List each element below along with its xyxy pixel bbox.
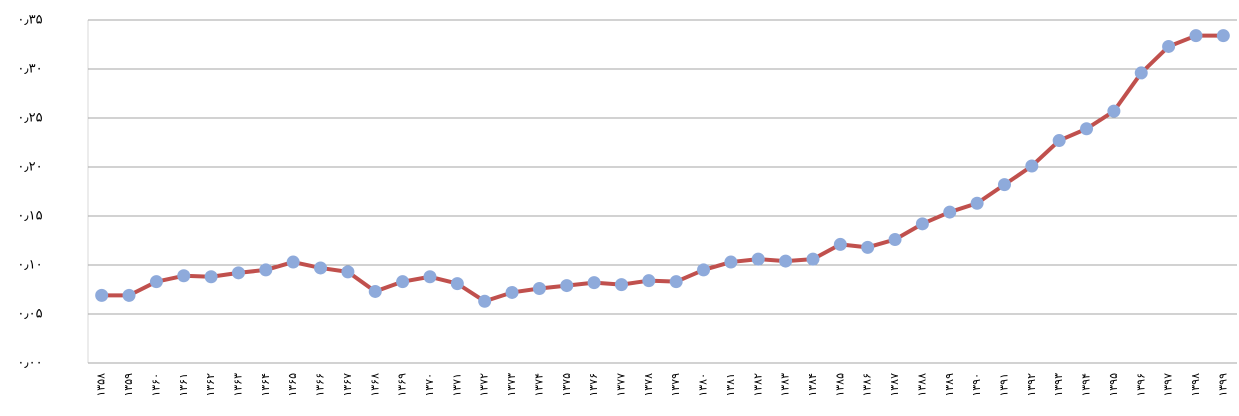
x-tick-label: ۱۳۶۲ [204,373,217,397]
marker [95,288,109,302]
x-tick-label: ۱۳۹۱ [997,373,1010,397]
marker [231,266,245,280]
x-tick-label: ۱۳۷۱ [450,373,463,397]
x-tick-label: ۱۳۶۹ [396,373,409,397]
x-tick-label: ۱۳۹۶ [1134,373,1147,397]
y-tick-label: ۰٫۲۰ [17,160,42,175]
x-tick-label: ۱۳۹۴ [1080,373,1093,397]
marker [505,285,519,299]
marker [642,274,656,288]
x-tick-label: ۱۳۶۱ [177,373,190,397]
x-tick-label: ۱۳۷۴ [532,373,545,397]
y-tick-label: ۰٫۲۵ [17,111,42,126]
x-tick-label: ۱۳۷۳ [505,373,518,397]
marker [423,270,437,284]
marker [1080,122,1094,136]
marker [915,217,929,231]
y-tick-label: ۰٫۳۵ [17,13,42,28]
marker [1189,29,1203,43]
marker [1134,66,1148,80]
x-tick-label: ۱۳۸۱ [724,373,737,397]
y-tick-label: ۰٫۰۰ [17,356,42,371]
x-tick-label: ۱۳۹۰ [970,373,983,397]
marker [396,275,410,289]
x-tick-label: ۱۳۸۶ [861,373,874,397]
y-tick-label: ۰٫۰۵ [17,307,42,322]
x-tick-label: ۱۳۹۸ [1189,373,1202,397]
x-tick-label: ۱۳۷۲ [478,373,491,397]
x-tick-label: ۱۳۶۴ [259,373,272,397]
marker [204,270,218,284]
x-tick-label: ۱۳۹۲ [1025,373,1038,397]
x-tick-label: ۱۳۸۳ [779,373,792,397]
marker [314,261,328,275]
x-tick-label: ۱۳۹۳ [1052,373,1065,397]
marker [833,237,847,251]
marker [478,294,492,308]
y-tick-label: ۰٫۳۰ [17,62,42,77]
marker [779,254,793,268]
x-tick-label: ۱۳۸۴ [806,373,819,397]
marker [1107,104,1121,118]
marker [1025,159,1039,173]
x-tick-label: ۱۳۵۹ [122,373,135,397]
x-tick-label: ۱۳۶۷ [341,373,354,397]
x-tick-label: ۱۳۷۹ [669,373,682,397]
marker [970,196,984,210]
x-tick-label: ۱۳۵۸ [95,373,108,397]
x-tick-label: ۱۳۹۵ [1107,373,1120,397]
marker [122,288,136,302]
x-tick-label: ۱۳۶۶ [314,373,327,397]
x-tick-label: ۱۳۷۶ [587,373,600,397]
x-tick-label: ۱۳۸۰ [697,373,710,397]
line [101,33,1224,304]
x-tick-label: ۱۳۷۷ [614,373,627,397]
x-tick-label: ۱۳۶۳ [231,373,244,397]
x-tick-label: ۱۳۷۰ [423,373,436,397]
marker [341,265,355,279]
marker [724,255,738,269]
x-tick-label: ۱۳۶۰ [149,373,162,397]
y-tick-label: ۰٫۱۰ [17,258,42,273]
marker [560,279,574,293]
marker [669,275,683,289]
x-tick-label: ۱۳۶۸ [368,373,381,397]
marker [614,278,628,292]
marker [450,277,464,291]
marker [697,263,711,277]
marker [368,284,382,298]
x-tick-label: ۱۳۷۸ [642,373,655,397]
x-tick-label: ۱۳۶۵ [286,373,299,397]
y-tick-label: ۰٫۱۵ [17,209,42,224]
marker [177,269,191,283]
marker [532,282,546,296]
marker [149,275,163,289]
marker [1052,134,1066,148]
marker [997,178,1011,192]
x-tick-label: ۱۳۸۸ [915,373,928,397]
x-tick-label: ۱۳۸۹ [943,373,956,397]
x-tick-label: ۱۳۹۷ [1162,373,1175,397]
x-tick-label: ۱۳۸۵ [833,373,846,397]
marker [259,263,273,277]
marker [587,276,601,290]
marker [888,233,902,247]
x-tick-label: ۱۳۷۵ [560,373,573,397]
marker [751,252,765,266]
marker [1216,29,1230,43]
x-tick-label: ۱۳۸۷ [888,373,901,397]
marker [806,252,820,266]
marker [861,240,875,254]
x-tick-label: ۱۳۸۲ [751,373,764,397]
x-tick-label: ۱۳۹۹ [1216,373,1229,397]
marker [286,255,300,269]
marker [1162,39,1176,53]
marker [943,205,957,219]
